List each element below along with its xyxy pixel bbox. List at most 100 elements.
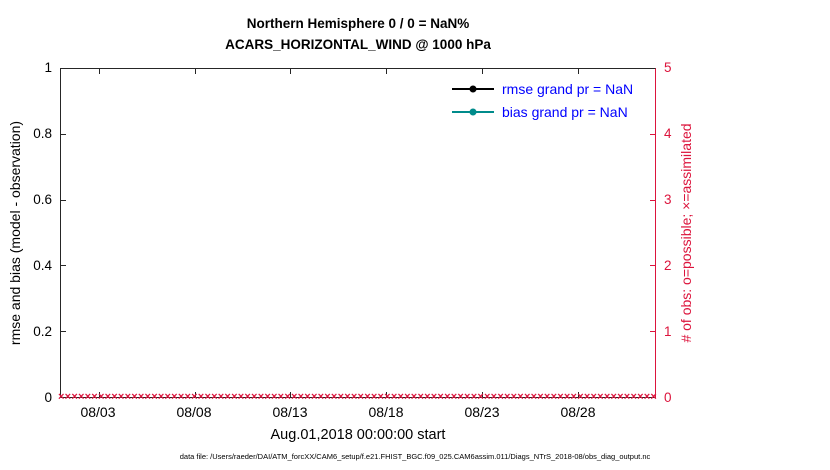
- bias-dot-icon: [469, 108, 477, 116]
- obs-marker: ×: [330, 391, 338, 403]
- obs-marker: ×: [384, 391, 391, 403]
- obs-marker: ×: [211, 391, 218, 403]
- obs-marker: ×: [570, 391, 577, 403]
- obs-marker: ×: [271, 391, 278, 403]
- obs-marker: ×: [131, 391, 138, 403]
- obs-marker: ×: [171, 391, 178, 403]
- obs-marker: ×: [390, 391, 398, 403]
- obs-marker: ×: [577, 391, 584, 403]
- obs-marker: ×: [397, 391, 404, 403]
- obs-marker: ×: [643, 391, 651, 403]
- y-axis-label-left: rmse and bias (model - observation): [7, 120, 23, 346]
- legend-entry-bias: bias grand pr = NaN: [452, 104, 633, 120]
- obs-marker: ×: [563, 391, 571, 403]
- obs-marker: ×: [224, 391, 231, 403]
- obs-marker: ×: [357, 391, 364, 403]
- obs-marker: ×: [277, 391, 285, 403]
- ytick-right-2: 2: [664, 258, 672, 273]
- obs-marker: ×: [151, 391, 158, 403]
- obs-marker: ×: [430, 391, 438, 403]
- obs-marker: ×: [623, 391, 631, 403]
- obs-marker: ×: [377, 391, 384, 403]
- obs-marker: ×: [537, 391, 544, 403]
- obs-marker: ×: [244, 391, 251, 403]
- obs-marker: ×: [417, 391, 424, 403]
- obs-marker: ×: [231, 391, 238, 403]
- xtick-0803: 08/03: [80, 404, 116, 420]
- y-tick-mark-left: [61, 265, 66, 267]
- obs-marker: ×: [64, 391, 72, 403]
- x-tick-mark-top: [290, 69, 292, 74]
- obs-marker: ×: [484, 391, 491, 403]
- obs-marker: ×: [503, 391, 511, 403]
- obs-marker: ×: [58, 391, 65, 403]
- obs-marker: ×: [217, 391, 225, 403]
- obs-marker: ×: [650, 391, 657, 403]
- x-tick-mark: [482, 392, 484, 397]
- obs-marker: ×: [610, 391, 617, 403]
- obs-marker: ×: [184, 391, 191, 403]
- obs-marker: ×: [91, 391, 98, 403]
- obs-marker: ×: [583, 391, 591, 403]
- obs-marker: ×: [410, 391, 418, 403]
- obs-marker: ×: [590, 391, 597, 403]
- ytick-right-3: 3: [664, 192, 672, 207]
- bias-line-marker-icon: [452, 108, 494, 116]
- obs-marker: ×: [497, 391, 504, 403]
- obs-marker: ×: [530, 391, 538, 403]
- xtick-0818: 08/18: [368, 404, 404, 420]
- ytick-left-0p2: 0.2: [33, 324, 52, 339]
- obs-marker: ×: [450, 391, 458, 403]
- ytick-right-5: 5: [664, 60, 672, 75]
- obs-marker: ×: [197, 391, 205, 403]
- obs-marker: ×: [603, 391, 611, 403]
- legend-label-rmse: rmse grand pr = NaN: [502, 81, 634, 97]
- ytick-left-0p8: 0.8: [33, 126, 52, 141]
- obs-marker: ×: [237, 391, 245, 403]
- xtick-0823: 08/23: [464, 404, 500, 420]
- x-tick-mark-top: [386, 69, 388, 74]
- x-tick-mark: [386, 392, 388, 397]
- obs-marker: ×: [257, 391, 265, 403]
- obs-marker: ×: [444, 391, 451, 403]
- y-axis-label-right: # of obs: o=possible; ×=assimilated: [678, 123, 694, 343]
- footer-datafile: data file: /Users/raeder/DAI/ATM_forcXX/…: [179, 452, 651, 461]
- obs-marker: ×: [117, 391, 125, 403]
- obs-marker: ×: [350, 391, 358, 403]
- x-tick-mark: [98, 392, 100, 397]
- xtick-0808: 08/08: [176, 404, 212, 420]
- legend-label-bias: bias grand pr = NaN: [502, 104, 628, 120]
- obs-marker: ×: [297, 391, 305, 403]
- xtick-0828: 08/28: [560, 404, 596, 420]
- chart-title-line2: ACARS_HORIZONTAL_WIND @ 1000 hPa: [225, 37, 491, 52]
- obs-marker: ×: [177, 391, 185, 403]
- obs-marker: ×: [71, 391, 78, 403]
- obs-marker: ×: [490, 391, 498, 403]
- obs-marker: ×: [617, 391, 624, 403]
- obs-marker: ×: [437, 391, 444, 403]
- obs-marker: ×: [337, 391, 344, 403]
- obs-marker: ×: [157, 391, 165, 403]
- obs-marker: ×: [124, 391, 131, 403]
- obs-marker: ×: [364, 391, 371, 403]
- obs-marker: ×: [404, 391, 411, 403]
- ytick-right-1: 1: [664, 324, 672, 339]
- obs-marker: ×: [104, 391, 112, 403]
- y-tick-mark-right: [650, 199, 655, 201]
- y-tick-mark-right: [650, 134, 655, 136]
- plot-area: [60, 68, 656, 398]
- obs-marker: ×: [191, 391, 198, 403]
- obs-marker: ×: [204, 391, 211, 403]
- x-tick-mark: [577, 392, 579, 397]
- obs-marker: ×: [470, 391, 478, 403]
- obs-marker: ×: [344, 391, 351, 403]
- obs-marker: ×: [310, 391, 318, 403]
- ytick-left-0p6: 0.6: [33, 192, 52, 207]
- obs-marker: ×: [477, 391, 484, 403]
- y-tick-mark-left: [61, 134, 66, 136]
- obs-marker: ×: [550, 391, 557, 403]
- obs-marker: ×: [97, 391, 105, 403]
- x-tick-mark-top: [98, 69, 100, 74]
- obs-marker: ×: [637, 391, 644, 403]
- ytick-left-0: 0: [44, 390, 52, 405]
